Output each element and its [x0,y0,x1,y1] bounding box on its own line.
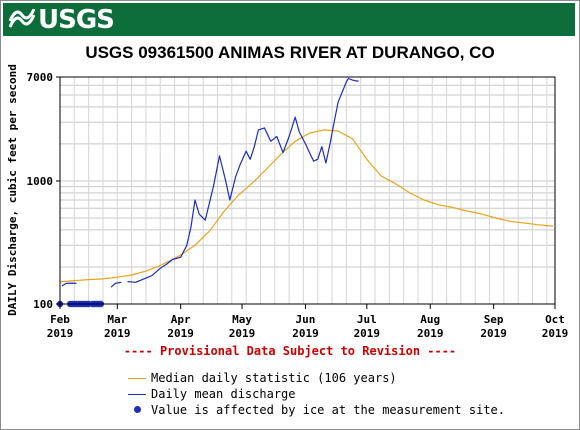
legend-label: Daily mean discharge [151,387,296,401]
chart-title: USGS 09361500 ANIMAS RIVER AT DURANGO, C… [85,43,495,62]
legend-label: Value is affected by ice at the measurem… [151,403,506,417]
x-tick-label-year: 2019 [542,327,569,340]
y-tick-label: 1000 [27,175,54,188]
plot-border [59,76,556,305]
legend-item-daily-mean: Daily mean discharge [128,386,505,402]
x-tick-label-year: 2019 [104,327,131,340]
series-layer [56,77,554,308]
legend-item-ice: Value is affected by ice at the measurem… [128,402,505,418]
legend-item-median: Median daily statistic (106 years) [128,370,505,386]
provisional-notice: ---- Provisional Data Subject to Revisio… [123,344,457,358]
y-tick-label: 100 [33,298,53,311]
x-tick-label-year: 2019 [229,327,256,340]
chart-legend: Median daily statistic (106 years) Daily… [128,370,505,418]
x-tick-label-month: Sep [484,313,504,326]
x-tick-label-month: May [232,313,252,326]
x-tick-label-month: Mar [107,313,127,326]
y-tick-label: 7000 [27,71,54,84]
legend-label: Median daily statistic (106 years) [151,371,397,385]
axis-layer: 10010007000Feb2019Mar2019Apr2019May2019J… [27,71,569,340]
x-tick-label-month: Feb [50,313,70,326]
x-tick-label-month: Aug [420,313,440,326]
legend-dot-icon [128,402,146,418]
x-tick-label-year: 2019 [417,327,444,340]
x-tick-label-year: 2019 [47,327,74,340]
series-line-daily-mean [110,281,122,288]
usgs-banner: USGS [3,3,575,36]
series-line-daily-mean [127,77,359,283]
x-tick-label-month: Jun [296,313,316,326]
y-axis-label: DAILY Discharge, cubic feet per second [6,64,19,316]
legend-line-icon [128,370,146,386]
x-tick-label-month: Oct [545,313,565,326]
usgs-logo-icon [9,8,35,28]
x-tick-label-year: 2019 [480,327,507,340]
series-line-median [59,129,554,283]
series-line-daily-mean [61,282,77,287]
legend-line-icon [128,386,146,402]
x-tick-label-year: 2019 [167,327,194,340]
usgs-logo[interactable]: USGS [9,4,115,35]
usgs-logo-text: USGS [38,4,115,35]
x-tick-label-month: Apr [171,313,191,326]
grid-layer [60,76,555,304]
x-tick-label-year: 2019 [292,327,319,340]
x-tick-label-month: Jul [357,313,377,326]
x-tick-label-year: 2019 [354,327,381,340]
